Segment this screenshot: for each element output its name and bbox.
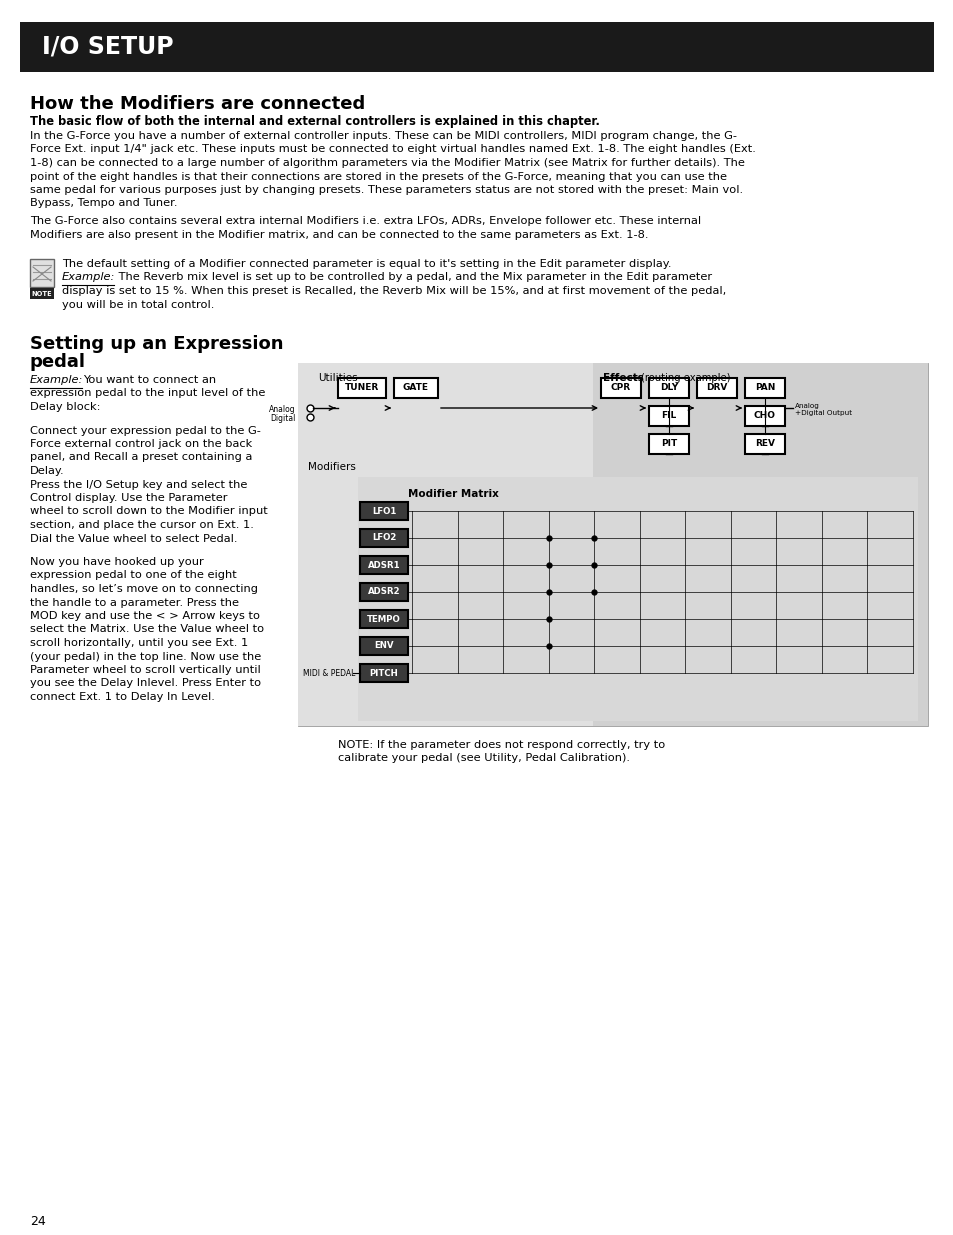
- Bar: [357, 477, 917, 720]
- Text: Modifiers are also present in the Modifier matrix, and can be connected to the s: Modifiers are also present in the Modifi…: [30, 230, 648, 240]
- Text: LFO1: LFO1: [372, 506, 395, 515]
- Text: MIDI & PEDAL: MIDI & PEDAL: [303, 668, 355, 678]
- Text: FIL: FIL: [660, 411, 676, 420]
- Bar: [359, 583, 408, 601]
- Text: Example:: Example:: [30, 375, 83, 385]
- Text: ADSR2: ADSR2: [367, 588, 400, 597]
- Text: PIT: PIT: [660, 440, 677, 448]
- Text: The Reverb mix level is set up to be controlled by a pedal, and the Mix paramete: The Reverb mix level is set up to be con…: [115, 273, 711, 283]
- Text: CHO: CHO: [753, 411, 775, 420]
- Bar: [297, 363, 927, 725]
- Text: same pedal for various purposes just by changing presets. These parameters statu: same pedal for various purposes just by …: [30, 185, 742, 195]
- Text: you see the Delay Inlevel. Press Enter to: you see the Delay Inlevel. Press Enter t…: [30, 678, 261, 688]
- Text: select the Matrix. Use the Value wheel to: select the Matrix. Use the Value wheel t…: [30, 625, 264, 635]
- Text: panel, and Recall a preset containing a: panel, and Recall a preset containing a: [30, 452, 253, 462]
- Text: Bypass, Tempo and Tuner.: Bypass, Tempo and Tuner.: [30, 199, 177, 209]
- Text: connect Ext. 1 to Delay In Level.: connect Ext. 1 to Delay In Level.: [30, 692, 214, 701]
- Bar: [744, 378, 784, 398]
- Bar: [20, 22, 933, 72]
- Text: Press the I/O Setup key and select the: Press the I/O Setup key and select the: [30, 479, 247, 489]
- Text: LFO2: LFO2: [372, 534, 395, 542]
- Text: Parameter wheel to scroll vertically until: Parameter wheel to scroll vertically unt…: [30, 664, 260, 676]
- Text: Effects: Effects: [602, 373, 643, 383]
- Text: DRV: DRV: [705, 384, 727, 393]
- Bar: [744, 433, 784, 454]
- Text: wheel to scroll down to the Modifier input: wheel to scroll down to the Modifier inp…: [30, 506, 268, 516]
- Text: the handle to a parameter. Press the: the handle to a parameter. Press the: [30, 598, 239, 608]
- Bar: [648, 433, 688, 454]
- Text: GATE: GATE: [402, 384, 429, 393]
- Text: pedal: pedal: [30, 353, 86, 370]
- Text: display is set to 15 %. When this preset is Recalled, the Reverb Mix will be 15%: display is set to 15 %. When this preset…: [62, 287, 725, 296]
- Text: TEMPO: TEMPO: [367, 615, 400, 624]
- Text: 1-8) can be connected to a large number of algorithm parameters via the Modifier: 1-8) can be connected to a large number …: [30, 158, 744, 168]
- Bar: [359, 664, 408, 682]
- Bar: [600, 378, 640, 398]
- Text: Analog: Analog: [794, 403, 819, 409]
- Text: Connect your expression pedal to the G-: Connect your expression pedal to the G-: [30, 426, 260, 436]
- Text: You want to connect an: You want to connect an: [83, 375, 216, 385]
- Text: NOTE: NOTE: [31, 290, 52, 296]
- Bar: [697, 378, 737, 398]
- Text: +Digital Output: +Digital Output: [794, 410, 851, 416]
- Bar: [394, 378, 437, 398]
- Text: I/O SETUP: I/O SETUP: [42, 35, 173, 59]
- Text: TUNER: TUNER: [345, 384, 378, 393]
- Text: Modifier Matrix: Modifier Matrix: [408, 489, 498, 499]
- Bar: [648, 406, 688, 426]
- Text: Force external control jack on the back: Force external control jack on the back: [30, 438, 252, 450]
- Text: PITCH: PITCH: [369, 668, 398, 678]
- Text: Delay block:: Delay block:: [30, 403, 100, 412]
- Text: you will be in total control.: you will be in total control.: [62, 300, 214, 310]
- Text: Delay.: Delay.: [30, 466, 65, 475]
- Text: CPR: CPR: [610, 384, 630, 393]
- Text: (your pedal) in the top line. Now use the: (your pedal) in the top line. Now use th…: [30, 652, 261, 662]
- Text: section, and place the cursor on Ext. 1.: section, and place the cursor on Ext. 1.: [30, 520, 253, 530]
- Bar: [30, 259, 54, 287]
- Text: Dial the Value wheel to select Pedal.: Dial the Value wheel to select Pedal.: [30, 534, 237, 543]
- Bar: [359, 556, 408, 574]
- Text: Force Ext. input 1/4" jack etc. These inputs must be connected to eight virtual : Force Ext. input 1/4" jack etc. These in…: [30, 144, 755, 154]
- Text: Example:: Example:: [62, 273, 115, 283]
- Text: In the G-Force you have a number of external controller inputs. These can be MID: In the G-Force you have a number of exte…: [30, 131, 737, 141]
- Text: 24: 24: [30, 1215, 46, 1228]
- Text: point of the eight handles is that their connections are stored in the presets o: point of the eight handles is that their…: [30, 172, 726, 182]
- Text: Now you have hooked up your: Now you have hooked up your: [30, 557, 204, 567]
- Text: expression pedal to the input level of the: expression pedal to the input level of t…: [30, 389, 265, 399]
- Text: handles, so let’s move on to connecting: handles, so let’s move on to connecting: [30, 584, 257, 594]
- Text: PAN: PAN: [754, 384, 775, 393]
- Text: How the Modifiers are connected: How the Modifiers are connected: [30, 95, 365, 112]
- Bar: [297, 363, 593, 725]
- Text: The G-Force also contains several extra internal Modifiers i.e. extra LFOs, ADRs: The G-Force also contains several extra …: [30, 216, 700, 226]
- Text: calibrate your pedal (see Utility, Pedal Calibration).: calibrate your pedal (see Utility, Pedal…: [337, 753, 629, 763]
- Bar: [359, 610, 408, 629]
- Text: DLY: DLY: [659, 384, 678, 393]
- Text: ENV: ENV: [374, 641, 394, 651]
- Bar: [593, 363, 927, 725]
- Text: ADSR1: ADSR1: [367, 561, 400, 569]
- Text: MOD key and use the < > Arrow keys to: MOD key and use the < > Arrow keys to: [30, 611, 260, 621]
- Text: Control display. Use the Parameter: Control display. Use the Parameter: [30, 493, 227, 503]
- Text: expression pedal to one of the eight: expression pedal to one of the eight: [30, 571, 236, 580]
- Text: Modifiers: Modifiers: [308, 462, 355, 472]
- Bar: [648, 378, 688, 398]
- Text: REV: REV: [754, 440, 774, 448]
- Bar: [337, 378, 386, 398]
- Text: The basic flow of both the internal and external controllers is explained in thi: The basic flow of both the internal and …: [30, 115, 599, 128]
- Bar: [359, 637, 408, 655]
- Text: (routing example): (routing example): [640, 373, 730, 383]
- Bar: [359, 529, 408, 547]
- Bar: [30, 288, 54, 299]
- Text: scroll horizontally, until you see Ext. 1: scroll horizontally, until you see Ext. …: [30, 638, 248, 648]
- Text: Utilities: Utilities: [317, 373, 357, 383]
- Text: Analog: Analog: [269, 405, 295, 414]
- Text: NOTE: If the parameter does not respond correctly, try to: NOTE: If the parameter does not respond …: [337, 740, 664, 750]
- Text: The default setting of a Modifier connected parameter is equal to it's setting i: The default setting of a Modifier connec…: [62, 259, 671, 269]
- Bar: [359, 501, 408, 520]
- Text: Setting up an Expression: Setting up an Expression: [30, 335, 283, 353]
- Text: Digital: Digital: [271, 414, 295, 424]
- Bar: [744, 406, 784, 426]
